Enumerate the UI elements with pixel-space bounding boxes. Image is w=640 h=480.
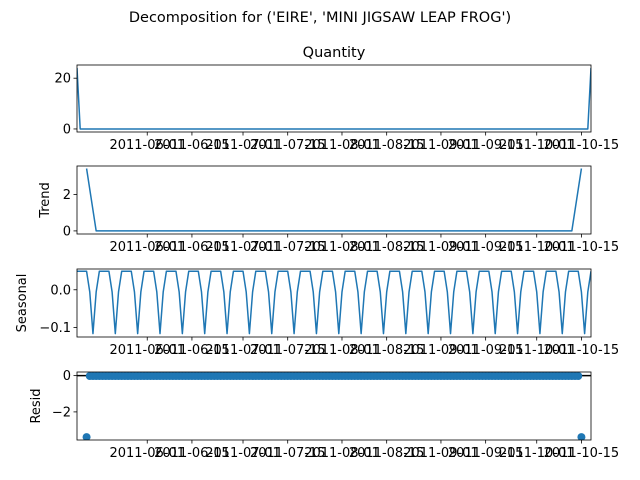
resid-ytick-label: −2 [52,405,71,420]
resid-axes-frame [76,371,592,441]
resid-point [574,372,583,380]
seasonal-xtick-label: 2011-07-01 [205,343,281,358]
seasonal-ytick-label: 0.0 [50,283,71,298]
seasonal-subplot: 0.0−0.12011-06-012011-06-152011-07-01201… [15,268,620,358]
trend-ylabel: Trend [38,182,53,219]
quantity-title: Quantity [303,45,366,61]
resid-xtick-label: 2011-10-15 [544,446,620,461]
seasonal-xtick-label: 2011-06-15 [154,343,230,358]
quantity-xtick-label: 2011-06-01 [109,138,185,153]
quantity-line [77,68,591,130]
seasonal-plot-area [77,270,591,335]
resid-subplot: 0 −2 2011-06-012011-06-152011-07-012011-07… [29,369,619,461]
trend-subplot: 0 2 2011-06-012011-06-152011-07-012011-07-… [38,165,620,255]
quantity-ytick-label: 0 [63,122,71,137]
quantity-xtick-label: 2011-08-01 [304,138,380,153]
seasonal-xtick-label: 2011-08-15 [349,343,425,358]
quantity-ytick-label: 20 [54,72,71,87]
seasonal-xtick-label: 2011-10-15 [544,343,620,358]
quantity-axes-frame [76,64,592,133]
trend-xtick-label: 2011-07-01 [205,240,281,255]
resid-xtick-label: 2011-08-01 [304,446,380,461]
resid-xtick-label: 2011-07-15 [250,446,326,461]
subplot-panels: 0202011-06-012011-06-152011-07-012011-07… [15,45,619,461]
seasonal-ylabel: Seasonal [15,274,30,333]
seasonal-xtick-label: 2011-07-15 [250,343,326,358]
trend-xtick-label: 2011-10-15 [544,240,620,255]
resid-plot-area [77,372,591,440]
quantity-xtick-label: 2011-09-15 [448,138,524,153]
trend-xtick-label: 2011-09-01 [403,240,479,255]
seasonal-axes-frame [76,268,592,338]
resid-ylabel: Resid [29,388,44,423]
trend-xtick-label: 2011-08-01 [304,240,380,255]
seasonal-xtick-label: 2011-09-01 [403,343,479,358]
seasonal-ytick-label: −0.1 [39,321,71,336]
resid-xtick-label: 2011-06-15 [154,446,230,461]
resid-xtick-label: 2011-08-15 [349,446,425,461]
quantity-xtick-label: 2011-09-01 [403,138,479,153]
resid-point [577,433,586,440]
seasonal-line [77,270,591,335]
trend-xtick-label: 2011-06-15 [154,240,230,255]
seasonal-xtick-label: 2011-06-01 [109,343,185,358]
quantity-xtick-label: 2011-07-01 [205,138,281,153]
trend-ytick-label: 2 [63,188,71,203]
quantity-plot-area [77,68,591,130]
resid-xtick-label: 2011-06-01 [109,446,185,461]
trend-xtick-label: 2011-10-01 [499,240,575,255]
quantity-xtick-label: 2011-08-15 [349,138,425,153]
trend-plot-area [85,168,583,232]
resid-xtick-label: 2011-09-01 [403,446,479,461]
quantity-xtick-label: 2011-10-15 [544,138,620,153]
quantity-subplot: 0 20 2011-06-012011-06-152011-07-012011-07… [54,45,619,153]
resid-xtick-label: 2011-09-15 [448,446,524,461]
resid-xtick-label: 2011-07-01 [205,446,281,461]
trend-xtick-label: 2011-08-15 [349,240,425,255]
resid-point [82,433,91,440]
trend-axes-frame [76,165,592,235]
trend-line [85,168,583,232]
trend-xtick-label: 2011-07-15 [250,240,326,255]
trend-xtick-label: 2011-06-01 [109,240,185,255]
resid-ytick-label: 0 [63,369,71,384]
trend-xtick-label: 2011-09-15 [448,240,524,255]
seasonal-xtick-label: 2011-09-15 [448,343,524,358]
quantity-xtick-label: 2011-06-15 [154,138,230,153]
trend-ytick-label: 0 [63,224,71,239]
quantity-xtick-label: 2011-07-15 [250,138,326,153]
seasonal-xtick-label: 2011-08-01 [304,343,380,358]
resid-xtick-label: 2011-10-01 [499,446,575,461]
quantity-xtick-label: 2011-10-01 [499,138,575,153]
figure-suptitle: Decomposition for ('EIRE', 'MINI JIGSAW … [129,10,511,26]
seasonal-xtick-label: 2011-10-01 [499,343,575,358]
